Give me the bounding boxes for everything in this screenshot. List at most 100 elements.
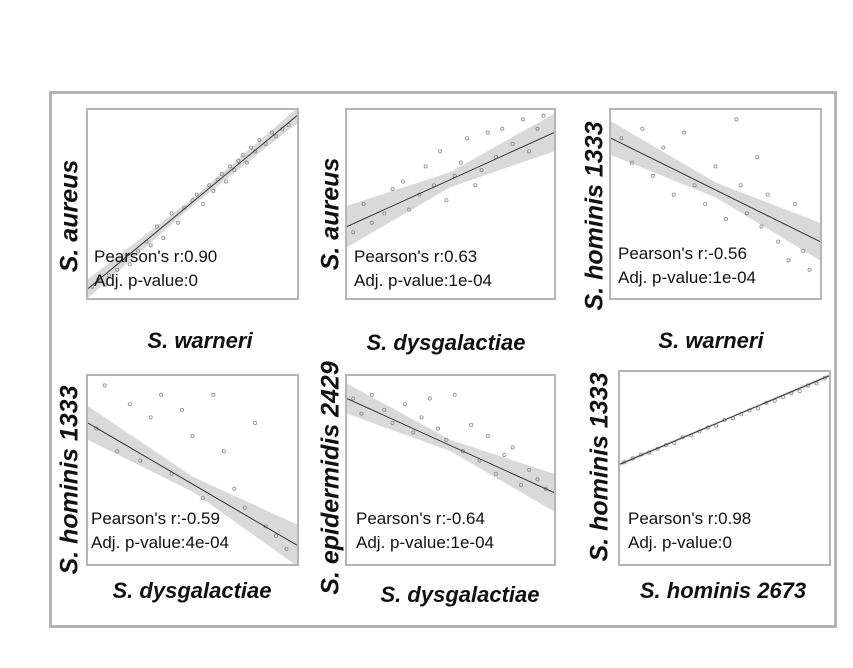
data-point bbox=[682, 130, 687, 135]
data-point bbox=[154, 224, 159, 229]
pvalue-label: Adj. p-value:1e-04 bbox=[356, 533, 494, 552]
pearson-label: Pearson's r:-0.64 bbox=[356, 509, 485, 528]
data-point bbox=[765, 192, 770, 197]
data-point bbox=[744, 211, 749, 216]
data-point bbox=[115, 267, 120, 272]
data-point bbox=[438, 149, 443, 154]
data-point bbox=[510, 141, 515, 146]
data-point bbox=[776, 239, 781, 244]
y-axis-label: S. hominis 1333 bbox=[580, 121, 609, 311]
data-point bbox=[359, 411, 364, 416]
data-point bbox=[180, 407, 185, 412]
data-point bbox=[755, 155, 760, 160]
data-point bbox=[427, 396, 432, 401]
data-point bbox=[286, 123, 291, 128]
stats-annotation: Pearson's r:-0.56 Adj. p-value:1e-04 bbox=[618, 242, 756, 290]
data-point bbox=[138, 458, 143, 463]
data-point bbox=[444, 437, 449, 442]
data-point bbox=[194, 192, 199, 197]
y-axis-label: S. hominis 1333 bbox=[55, 385, 84, 575]
data-point bbox=[390, 186, 395, 191]
scatter-plot-6 bbox=[618, 370, 831, 566]
data-point bbox=[619, 136, 624, 141]
data-point bbox=[801, 248, 806, 253]
pearson-label: Pearson's r:0.63 bbox=[354, 247, 478, 266]
stats-annotation: Pearson's r:0.98 Adj. p-value:0 bbox=[628, 507, 751, 555]
pearson-label: Pearson's r:-0.59 bbox=[91, 509, 220, 528]
data-point bbox=[274, 533, 279, 538]
data-point bbox=[473, 183, 478, 188]
regression-line bbox=[611, 137, 820, 243]
plot-area bbox=[347, 383, 554, 512]
data-point bbox=[211, 392, 216, 397]
confidence-band bbox=[88, 110, 297, 298]
data-point bbox=[494, 471, 499, 476]
plot-area bbox=[347, 113, 554, 248]
confidence-band bbox=[347, 383, 554, 512]
data-point bbox=[759, 224, 764, 229]
data-point bbox=[253, 421, 258, 426]
scatter-plot-5 bbox=[345, 374, 556, 566]
pvalue-label: Adj. p-value:0 bbox=[94, 271, 198, 290]
data-point bbox=[452, 392, 457, 397]
data-point bbox=[792, 202, 797, 207]
stats-annotation: Pearson's r:0.90 Adj. p-value:0 bbox=[94, 245, 217, 293]
plot-area bbox=[88, 383, 297, 564]
pvalue-label: Adj. p-value:1e-04 bbox=[618, 268, 756, 287]
data-point bbox=[703, 202, 708, 207]
scatter-plot-2 bbox=[345, 108, 556, 300]
data-point bbox=[219, 171, 224, 176]
data-point bbox=[211, 188, 216, 193]
data-point bbox=[127, 402, 132, 407]
data-point bbox=[232, 486, 237, 491]
data-point bbox=[148, 243, 153, 248]
data-point bbox=[369, 392, 374, 397]
scatter-plot-4 bbox=[86, 374, 299, 566]
data-point bbox=[469, 422, 474, 427]
data-point bbox=[136, 248, 141, 253]
x-axis-label: S. dysgalactiae bbox=[366, 330, 526, 355]
data-point bbox=[232, 168, 237, 173]
data-point bbox=[520, 117, 525, 122]
data-point bbox=[543, 486, 548, 491]
data-point bbox=[692, 183, 697, 188]
y-axis-label: S. aureus bbox=[316, 157, 345, 271]
data-point bbox=[175, 220, 180, 225]
scatter-plot-1 bbox=[86, 108, 299, 300]
data-point bbox=[722, 418, 727, 423]
data-point bbox=[390, 421, 395, 426]
stats-annotation: Pearson's r:0.63 Adj. p-value:1e-04 bbox=[354, 245, 492, 293]
data-point bbox=[419, 415, 424, 420]
data-point bbox=[159, 392, 164, 397]
data-point bbox=[263, 141, 268, 146]
data-point bbox=[221, 449, 226, 454]
data-point bbox=[723, 217, 728, 222]
data-point bbox=[382, 211, 387, 216]
data-point bbox=[402, 402, 407, 407]
regression-line bbox=[620, 375, 829, 465]
data-point bbox=[629, 160, 634, 165]
data-point bbox=[207, 183, 212, 188]
plot-area bbox=[611, 117, 820, 272]
data-point bbox=[102, 383, 107, 388]
data-point bbox=[500, 126, 505, 131]
data-point bbox=[797, 389, 802, 394]
data-point bbox=[244, 160, 249, 165]
data-point bbox=[465, 136, 470, 141]
data-point bbox=[411, 430, 416, 435]
scatter-plot-3 bbox=[609, 108, 822, 300]
data-point bbox=[269, 130, 274, 135]
y-axis-label: S. epidermidis 2429 bbox=[316, 361, 345, 595]
data-point bbox=[223, 179, 228, 184]
data-point bbox=[527, 149, 532, 154]
data-point bbox=[169, 211, 174, 216]
data-point bbox=[713, 164, 718, 169]
data-point bbox=[518, 483, 523, 488]
regression-line bbox=[347, 132, 554, 228]
data-point bbox=[485, 130, 490, 135]
data-point bbox=[527, 468, 532, 473]
data-point bbox=[200, 202, 205, 207]
data-point bbox=[814, 381, 819, 386]
data-point bbox=[351, 396, 356, 401]
data-point bbox=[444, 198, 449, 203]
